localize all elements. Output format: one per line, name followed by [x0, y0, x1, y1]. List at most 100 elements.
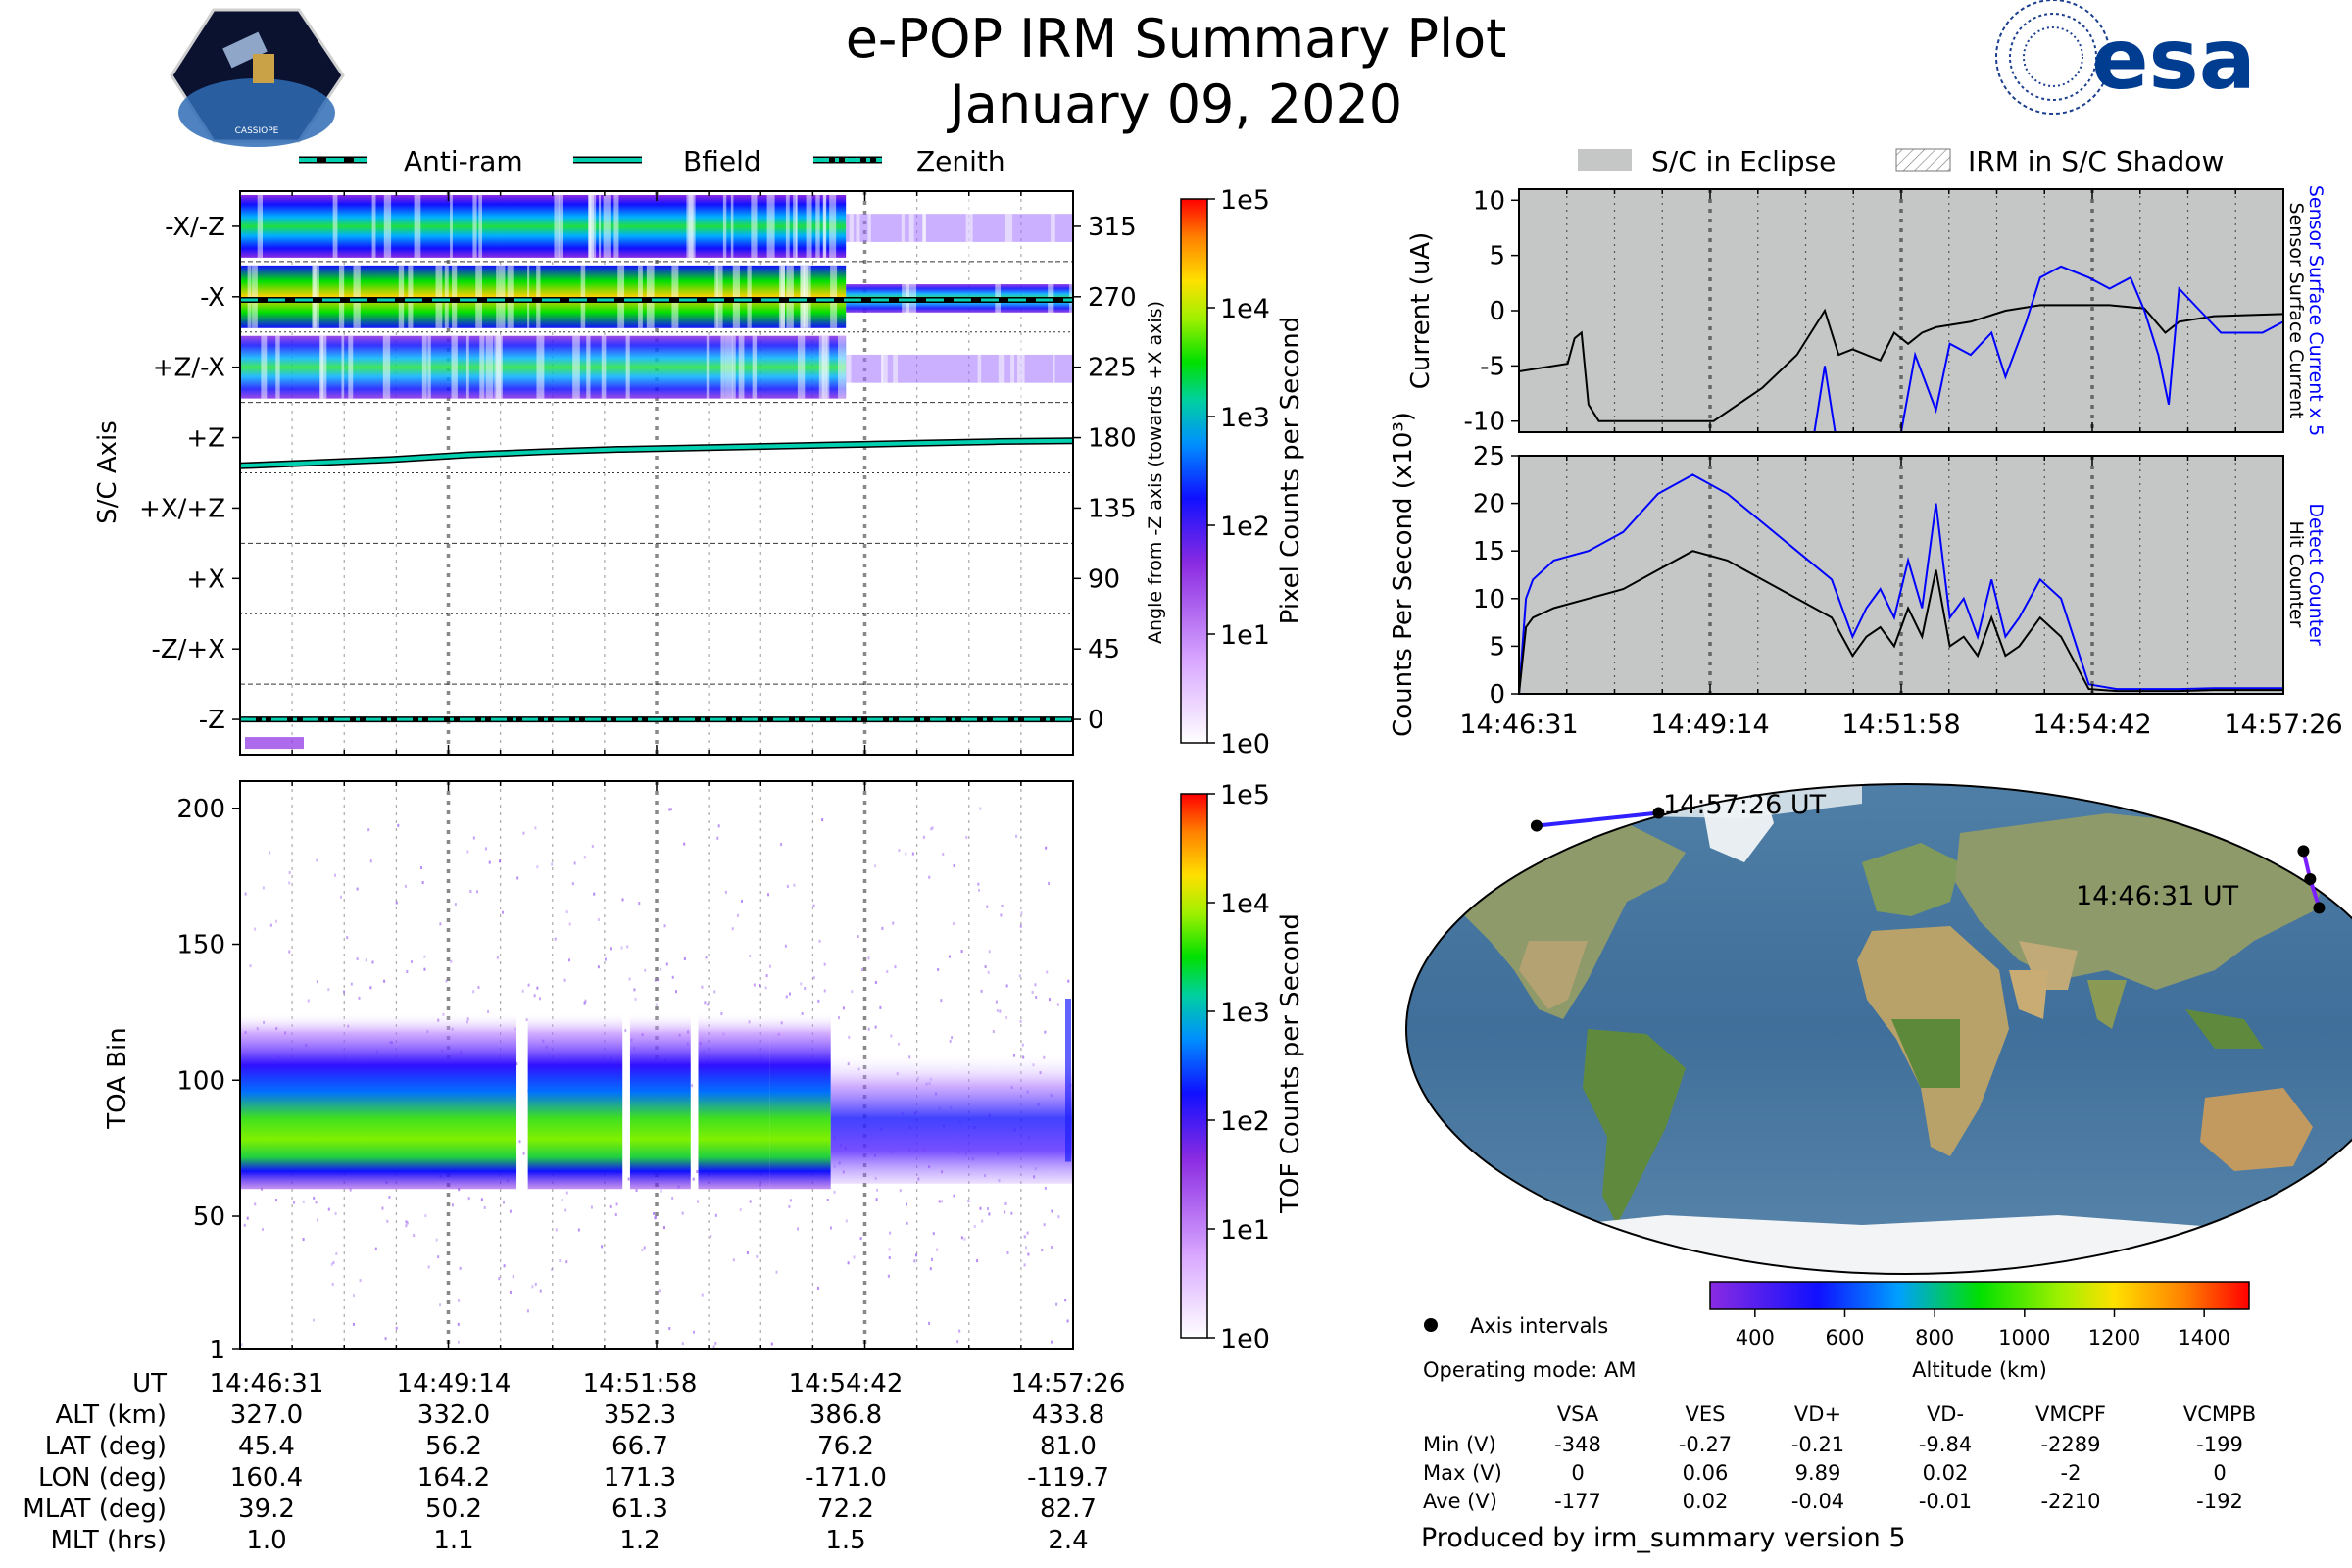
toa-speckle [527, 983, 530, 987]
axis-interval-point [2313, 902, 2326, 914]
toa-speckle [604, 957, 607, 961]
band-gap [588, 194, 592, 258]
ephemeris-row-label: LON (deg) [38, 1463, 167, 1493]
current-panel: 10 5 0 -5 -10 Current (uA) Sensor Surface Cu… [1406, 185, 2327, 437]
voltage-value: 0 [1571, 1461, 1584, 1485]
band-gap [738, 335, 745, 399]
toa-speckle [420, 865, 423, 869]
toa-speckle [609, 947, 612, 951]
ephemeris-value: 171.3 [604, 1463, 676, 1493]
toa-speckle [1066, 1319, 1069, 1323]
axis-interval-point [1530, 819, 1543, 832]
band-gap [830, 265, 838, 328]
cassiope-logo: CASSIOPE [170, 8, 345, 147]
colorbar-tick-label: 1e1 [1220, 620, 1270, 651]
band-gap [881, 335, 888, 399]
band-gap [751, 194, 758, 258]
count-band-strong [240, 265, 847, 328]
band-gap [646, 265, 655, 328]
toa-speckle [922, 835, 925, 839]
pixel-colorbar-label: Pixel Counts per Second [1276, 317, 1305, 625]
toa-speckle [435, 1238, 438, 1242]
y-tick-label: -10 [1464, 408, 1505, 437]
toa-speckle [369, 859, 372, 863]
toa-speckle [662, 1226, 665, 1230]
toa-speckle [1044, 1030, 1047, 1034]
toa-speckle [635, 1189, 638, 1193]
toa-speckle [714, 1213, 717, 1217]
time-tick-label: 14:54:42 [2033, 710, 2151, 740]
altitude-tick-label: 800 [1915, 1326, 1954, 1349]
band-gap [731, 335, 736, 399]
band-gap [808, 265, 811, 328]
pixel-counts-colorbar: 1e5 1e4 1e3 1e2 1e1 1e0 Pixel Counts per Seco… [1180, 185, 1305, 760]
band-gap [554, 194, 560, 258]
ephemeris-row-label: LAT (deg) [45, 1432, 167, 1461]
voltage-value: 0.02 [1923, 1461, 1969, 1485]
toa-speckle [522, 831, 525, 835]
toa-speckle [503, 1264, 506, 1268]
toa-speckle [857, 935, 859, 939]
y-tick-label: -5 [1480, 352, 1505, 381]
toa-speckle [459, 1266, 462, 1270]
toa-speckle [875, 1198, 878, 1201]
colorbar-tick-label: 1e2 [1220, 512, 1270, 542]
toa-core-block [240, 1011, 517, 1190]
toa-speckle [714, 1341, 717, 1345]
toa-speckle [683, 842, 686, 846]
toa-tick-label: 150 [176, 931, 225, 960]
toa-speckle [365, 958, 368, 962]
band-gap [793, 194, 797, 258]
band-gap [536, 335, 545, 399]
toa-speckle [633, 988, 636, 992]
toa-speckle [1048, 881, 1051, 885]
toa-speckle [906, 1221, 908, 1225]
legend-bfield: Bfield [683, 145, 761, 177]
axis-interval-point [2304, 873, 2317, 886]
toa-speckle [531, 1285, 534, 1289]
toa-speckle [867, 1027, 870, 1031]
band-gap [382, 335, 391, 399]
toa-speckle [439, 922, 442, 926]
axis-interval-point [2297, 845, 2310, 858]
band-gap [472, 194, 477, 258]
toa-speckle [327, 1207, 330, 1211]
toa-speckle [457, 1322, 460, 1326]
band-gap [313, 265, 317, 328]
ephemeris-value: 1.5 [825, 1526, 865, 1555]
toa-speckle [838, 1016, 841, 1020]
ephemeris-value: 39.2 [238, 1494, 295, 1524]
toa-speckle [1019, 1019, 1022, 1023]
toa-speckle [1055, 1302, 1058, 1306]
toa-speckle [812, 976, 815, 980]
toa-speckle [626, 945, 629, 949]
band-gap [478, 194, 483, 258]
left-legend: Anti-ram Bfield Zenith [299, 145, 1005, 177]
voltage-value: -0.01 [1919, 1490, 1972, 1513]
toa-speckle [573, 861, 576, 865]
toa-speckle [359, 1279, 362, 1283]
band-gap [803, 265, 808, 328]
ephemeris-row-label: MLT (hrs) [51, 1526, 168, 1555]
band-gap [778, 265, 786, 328]
toa-speckle [713, 990, 716, 994]
toa-speckle [693, 1330, 696, 1334]
toa-speckle [488, 860, 491, 864]
band-gap [846, 335, 852, 399]
toa-speckle [653, 1211, 656, 1215]
toa-speckle [691, 1084, 694, 1088]
toa-speckle [1056, 1003, 1059, 1006]
legend-eclipse: S/C in Eclipse [1651, 145, 1836, 177]
toa-speckle [980, 989, 983, 993]
toa-speckle [911, 852, 914, 856]
toa-speckle [502, 1200, 505, 1204]
ephemeris-value: 56.2 [425, 1432, 482, 1461]
band-gap [849, 194, 854, 258]
toa-speckle [261, 1187, 264, 1191]
toa-speckle [1031, 990, 1034, 994]
voltage-value: 0.02 [1683, 1490, 1729, 1513]
toa-speckle [898, 849, 901, 853]
band-gap [706, 335, 710, 399]
toa-speckle [406, 1221, 409, 1225]
time-tick-label: 14:51:58 [1841, 710, 1960, 740]
